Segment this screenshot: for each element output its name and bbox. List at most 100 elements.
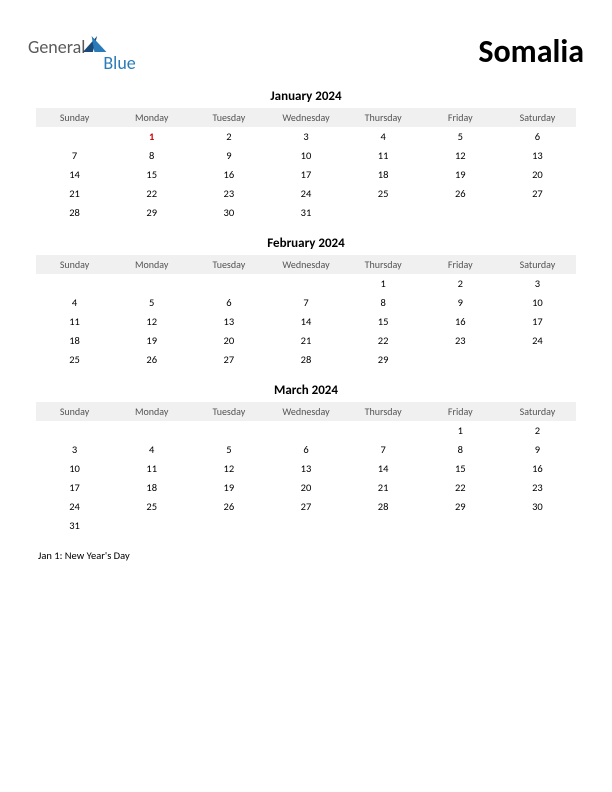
calendar-row: 12 (36, 421, 576, 440)
calendar-cell: 22 (113, 184, 190, 203)
logo-text-blue: Blue (103, 54, 135, 72)
month-title: January 2024 (36, 89, 576, 104)
calendar-cell: 25 (345, 184, 422, 203)
calendar-cell: 16 (422, 312, 499, 331)
calendar-cell: 27 (499, 184, 576, 203)
calendar-cell (267, 421, 344, 440)
calendar-cell: 15 (345, 312, 422, 331)
calendar-cell: 17 (267, 165, 344, 184)
calendar-cell: 17 (499, 312, 576, 331)
month-title: March 2024 (36, 383, 576, 398)
calendar-cell: 23 (499, 478, 576, 497)
day-header: Tuesday (190, 402, 267, 421)
calendar-cell: 5 (113, 293, 190, 312)
calendar-cell: 1 (422, 421, 499, 440)
calendar-cell: 25 (36, 350, 113, 369)
calendar-cell: 24 (267, 184, 344, 203)
calendar-cell (267, 516, 344, 535)
calendar-cell: 18 (345, 165, 422, 184)
day-header: Thursday (345, 255, 422, 274)
calendar-cell: 18 (36, 331, 113, 350)
calendar-cell: 24 (499, 331, 576, 350)
calendar-row: 17181920212223 (36, 478, 576, 497)
calendar-cell: 7 (36, 146, 113, 165)
calendar-row: 21222324252627 (36, 184, 576, 203)
day-header: Friday (422, 402, 499, 421)
calendar-cell: 30 (499, 497, 576, 516)
calendar-cell: 29 (345, 350, 422, 369)
calendar-cell: 29 (422, 497, 499, 516)
calendar-cell: 28 (267, 350, 344, 369)
calendar-cell: 2 (422, 274, 499, 293)
calendar-cell: 12 (422, 146, 499, 165)
calendar-cell: 5 (422, 127, 499, 146)
calendar-table: SundayMondayTuesdayWednesdayThursdayFrid… (36, 402, 576, 535)
calendar-cell (345, 203, 422, 222)
calendar-cell: 20 (267, 478, 344, 497)
calendar-cell (113, 421, 190, 440)
calendar-cell: 6 (499, 127, 576, 146)
calendar-row: 123 (36, 274, 576, 293)
calendar-cell: 16 (190, 165, 267, 184)
country-title: Somalia (478, 32, 584, 71)
calendar-cell (422, 516, 499, 535)
calendar-cell: 11 (36, 312, 113, 331)
calendar-cell: 26 (190, 497, 267, 516)
calendar-cell: 27 (190, 350, 267, 369)
calendar-cell: 28 (345, 497, 422, 516)
calendar-month: January 2024 SundayMondayTuesdayWednesday… (28, 89, 584, 222)
day-header: Friday (422, 108, 499, 127)
calendar-cell: 10 (499, 293, 576, 312)
holidays-list: Jan 1: New Year's Day (28, 549, 584, 562)
day-header: Friday (422, 255, 499, 274)
calendar-cell (345, 421, 422, 440)
calendar-cell: 2 (499, 421, 576, 440)
calendar-row: 14151617181920 (36, 165, 576, 184)
calendar-row: 2526272829 (36, 350, 576, 369)
calendar-cell: 22 (422, 478, 499, 497)
calendar-cell: 22 (345, 331, 422, 350)
header: General Blue Somalia (28, 32, 584, 71)
day-header: Monday (113, 402, 190, 421)
calendar-cell: 9 (422, 293, 499, 312)
calendar-cell: 27 (267, 497, 344, 516)
calendar-cell: 30 (190, 203, 267, 222)
calendar-cell: 5 (190, 440, 267, 459)
day-header: Monday (113, 255, 190, 274)
day-header: Monday (113, 108, 190, 127)
day-header: Tuesday (190, 255, 267, 274)
day-header: Sunday (36, 108, 113, 127)
day-header: Thursday (345, 108, 422, 127)
calendar-cell (113, 274, 190, 293)
calendar-cell (499, 203, 576, 222)
calendar-cell: 12 (190, 459, 267, 478)
calendar-cell: 3 (267, 127, 344, 146)
calendar-cell (499, 350, 576, 369)
calendar-cell: 1 (113, 127, 190, 146)
calendar-cell: 23 (422, 331, 499, 350)
calendar-cell: 14 (345, 459, 422, 478)
calendar-cell: 3 (499, 274, 576, 293)
calendar-cell: 4 (345, 127, 422, 146)
calendar-month: February 2024SundayMondayTuesdayWednesda… (28, 236, 584, 369)
calendar-cell: 11 (113, 459, 190, 478)
calendar-cell: 21 (36, 184, 113, 203)
calendar-row: 3456789 (36, 440, 576, 459)
calendar-row: 28293031 (36, 203, 576, 222)
calendar-cell: 28 (36, 203, 113, 222)
calendar-cell: 10 (36, 459, 113, 478)
day-header: Wednesday (267, 108, 344, 127)
day-header: Saturday (499, 108, 576, 127)
calendar-cell: 8 (422, 440, 499, 459)
day-header: Thursday (345, 402, 422, 421)
calendar-row: 18192021222324 (36, 331, 576, 350)
calendar-cell: 31 (36, 516, 113, 535)
calendar-cell: 6 (190, 293, 267, 312)
calendar-cell: 20 (499, 165, 576, 184)
calendar-cell (190, 421, 267, 440)
calendar-table: SundayMondayTuesdayWednesdayThursdayFrid… (36, 108, 576, 222)
calendar-cell: 9 (190, 146, 267, 165)
calendar-cell: 4 (113, 440, 190, 459)
calendar-cell (422, 350, 499, 369)
calendar-cell (190, 516, 267, 535)
